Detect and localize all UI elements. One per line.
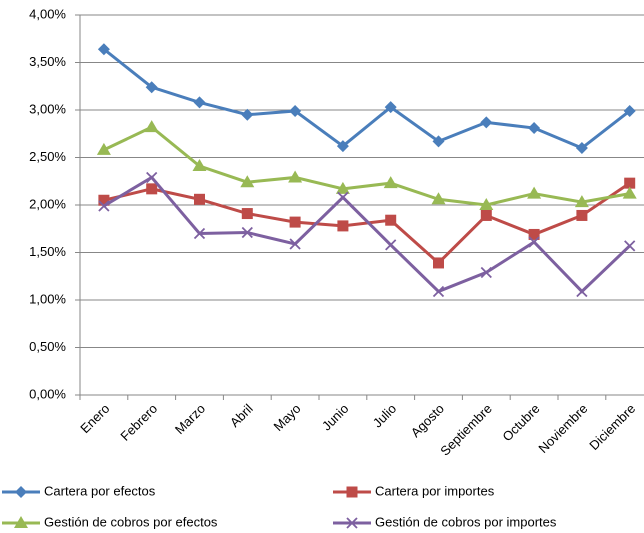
y-tick-label: 3,50%: [29, 54, 66, 69]
y-tick-label: 4,00%: [29, 6, 66, 21]
point: [98, 194, 110, 206]
x-tick-label: Agosto: [408, 401, 447, 440]
point: [575, 142, 588, 154]
point: [624, 177, 636, 189]
point: [241, 226, 253, 239]
point: [384, 101, 397, 114]
x-tick-label: Marzo: [172, 401, 208, 437]
point: [146, 171, 158, 184]
series-line: [102, 48, 631, 150]
series-line: [103, 125, 630, 207]
point: [288, 170, 303, 183]
x-tick-label: Febrero: [117, 401, 160, 444]
point: [622, 186, 637, 199]
legend-label: Cartera por importes: [375, 483, 495, 498]
legend-label: Cartera por efectos: [44, 483, 156, 498]
point: [623, 104, 636, 117]
x-tick-label: Noviembre: [535, 401, 590, 456]
x-tick-label: Junio: [319, 401, 352, 434]
point: [335, 181, 350, 194]
y-tick-label: 1,50%: [29, 244, 66, 259]
point: [385, 239, 397, 251]
point: [193, 96, 206, 109]
point: [289, 104, 302, 117]
point: [97, 43, 110, 56]
point: [527, 186, 542, 199]
series-line: [103, 175, 631, 294]
point: [624, 240, 636, 252]
point: [528, 122, 541, 135]
y-tick-label: 1,00%: [29, 291, 66, 306]
point: [480, 116, 493, 129]
point: [432, 135, 445, 148]
point: [576, 285, 588, 298]
point: [145, 81, 158, 94]
x-tick-label: Octubre: [499, 401, 542, 444]
point: [98, 200, 110, 212]
point: [480, 266, 492, 279]
point: [146, 183, 158, 195]
x-tick-label: Mayo: [271, 401, 304, 434]
point: [240, 175, 255, 188]
point: [383, 176, 398, 189]
point: [337, 220, 349, 232]
x-tick-label: Septiembre: [437, 401, 495, 459]
point: [479, 198, 494, 210]
y-tick-label: 3,00%: [29, 101, 66, 116]
point: [385, 214, 397, 226]
legend-marker: [14, 516, 28, 528]
point: [528, 228, 540, 240]
legend-label: Gestión de cobros por efectos: [44, 514, 218, 529]
point: [337, 191, 349, 204]
point: [241, 108, 254, 121]
y-tick-label: 0,00%: [29, 386, 66, 401]
point: [433, 257, 444, 269]
point: [194, 193, 205, 205]
point: [528, 236, 540, 248]
point: [576, 209, 588, 221]
point: [241, 208, 253, 220]
point: [193, 227, 206, 240]
legend-marker: [15, 486, 27, 498]
x-tick-label: Diciembre: [586, 401, 638, 453]
legend-marker: [346, 517, 358, 529]
point: [96, 142, 111, 155]
y-tick-label: 2,00%: [29, 196, 66, 211]
y-tick-label: 2,50%: [29, 149, 66, 164]
point: [144, 120, 159, 133]
point: [574, 195, 589, 208]
point: [192, 159, 207, 172]
y-tick-label: 0,50%: [29, 339, 66, 354]
x-tick-label: Abril: [227, 401, 256, 430]
x-tick-label: Enero: [77, 401, 112, 436]
point: [480, 209, 492, 221]
point: [289, 238, 301, 250]
x-tick-label: Julio: [370, 401, 400, 431]
legend-marker: [346, 486, 358, 498]
point: [336, 140, 349, 153]
point: [289, 216, 301, 228]
point: [431, 192, 446, 205]
legend-label: Gestión de cobros por importes: [375, 514, 557, 529]
point: [432, 285, 445, 298]
